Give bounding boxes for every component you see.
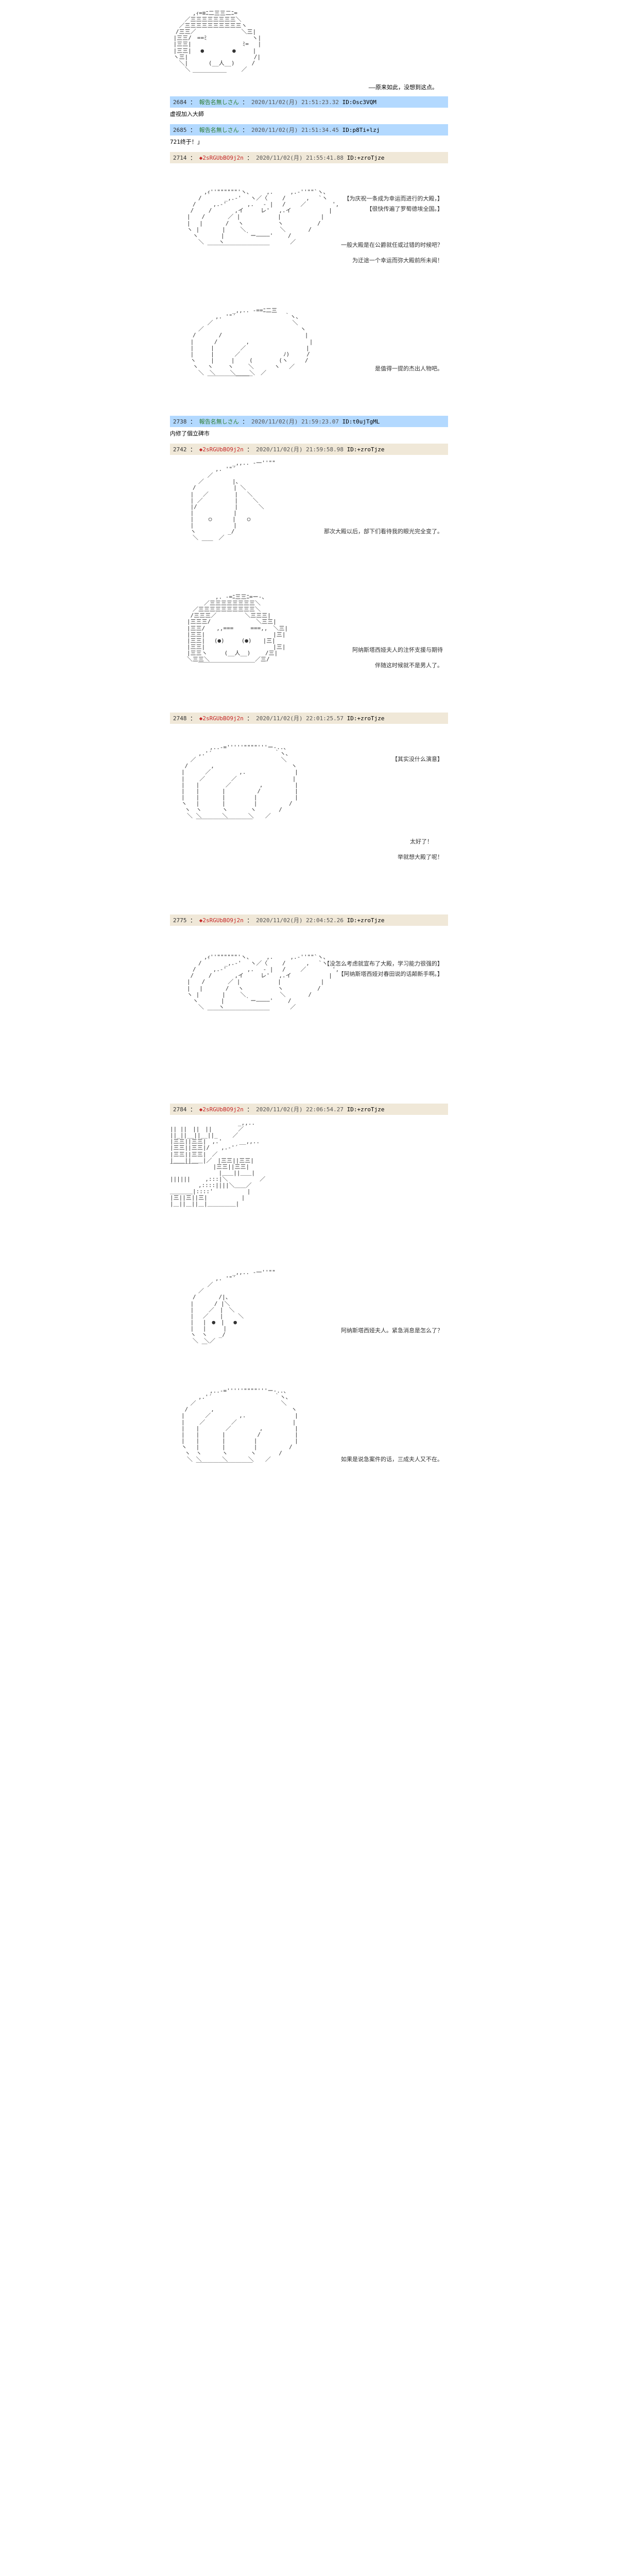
post-name: ◆2sRGUbBO9j2n <box>199 715 244 722</box>
post-body-2684: 虚视加入大師 <box>170 110 448 118</box>
post-id: +zroTjze <box>357 715 385 722</box>
post-id: +zroTjze <box>357 917 385 924</box>
ascii-art-face-1: ,ｨ=≡ﾆ二三三二ﾆ= ／三三三三三三三三＼ ／三三三三三三三三三三ヽ /三三／… <box>170 10 448 79</box>
text-t13: 【阿纳斯塔西娅对春田说的话颠新手啊。】 <box>338 970 443 978</box>
post-no: 2714 <box>173 155 187 161</box>
post-name: ◆2sRGUbBO9j2n <box>199 917 244 924</box>
section-2784-c: ,..-='''''""""'''ー-..、 ,.'´ ｀ヽ、 ／ ＼ / , … <box>170 1388 448 1501</box>
post-name: ◆2sRGUbBO9j2n <box>199 1106 244 1113</box>
post-name: ◆2sRGUbBO9j2n <box>199 446 244 453</box>
section-2742: _,,.. -一''"" ,. '"´ ／ ／ |、 / | ＼ | ／ | ＼… <box>170 460 448 589</box>
text-narration-0: ——原来如此，没想到这点。 <box>170 83 438 91</box>
text-t10: 太好了！ <box>410 837 433 845</box>
post-no: 2685 <box>173 127 187 133</box>
section-2742-b: ,. -=ﾆ三三ﾆ=ー-、 ／三三三三三三三三＼ ／三三三三三三三三三三＼ /三… <box>170 594 448 707</box>
post-id: Osc3VQM <box>352 99 376 106</box>
thread-container: ,ｨ=≡ﾆ二三三二ﾆ= ／三三三三三三三三＼ ／三三三三三三三三三三ヽ /三三／… <box>170 0 448 1512</box>
text-t8: 伴随这时候就不是男人了。 <box>375 661 443 669</box>
text-t6: 那次大殿以后，部下们看待我的眼光完全变了。 <box>324 527 443 535</box>
post-header-2775: 2775 ： ◆2sRGUbBO9j2n ： 2020/11/02(月) 22:… <box>170 914 448 926</box>
post-header-2684: 2684 ： 報告名無しさん ： 2020/11/02(月) 21:51:23.… <box>170 96 448 108</box>
section-2784-b: _,,.. -一''"" ,. '"´ ／ ／ / /|、 | / |＼ | ／… <box>170 1269 448 1383</box>
post-id: +zroTjze <box>357 155 385 161</box>
post-no: 2775 <box>173 917 187 924</box>
post-header-2714: 2714 ： ◆2sRGUbBO9j2n ： 2020/11/02(月) 21:… <box>170 152 448 163</box>
post-no: 2684 <box>173 99 187 106</box>
post-body-2738: 内修了個立碑市 <box>170 429 448 437</box>
post-date: 2020/11/02(月) 21:59:58.98 <box>256 446 344 453</box>
section-2784-building: _,,.. || || || || ／ ||_||__||__||_ ／ |三三… <box>170 1120 448 1264</box>
post-date: 2020/11/02(月) 21:55:41.88 <box>256 155 344 161</box>
post-id: t0ujTgML <box>352 418 380 425</box>
section-2748: 【其实没什么演意】 ,..-='''''""""'''ー-..、 ,.'´ ｀ヽ… <box>170 744 448 909</box>
post-id: +zroTjze <box>357 1106 385 1113</box>
post-id: p8Ti+lzj <box>352 127 380 133</box>
post-no: 2748 <box>173 715 187 722</box>
post-date: 2020/11/02(月) 21:51:23.32 <box>251 99 339 106</box>
section-opening: ,ｨ=≡ﾆ二三三二ﾆ= ／三三三三三三三三＼ ／三三三三三三三三三三ヽ /三三／… <box>170 10 448 91</box>
post-header-2784: 2784 ： ◆2sRGUbBO9j2n ： 2020/11/02(月) 22:… <box>170 1104 448 1115</box>
ascii-art-building: _,,.. || || || || ／ ||_||__||__||_ ／ |三三… <box>170 1120 448 1207</box>
text-t2: 【很快传遍了罗萄德埃全国。】 <box>367 205 443 213</box>
text-t4: 为迂途一个幸运而弥大殿前所未闻！ <box>352 256 443 264</box>
text-t1: 【为庆祝一条成为幸运而进行的大殿，】 <box>344 194 443 202</box>
post-date: 2020/11/02(月) 22:06:54.27 <box>256 1106 344 1113</box>
post-name: 報告名無しさん <box>199 99 239 106</box>
post-no: 2738 <box>173 418 187 425</box>
post-date: 2020/11/02(月) 22:01:25.57 <box>256 715 344 722</box>
post-date: 2020/11/02(月) 21:59:23.07 <box>251 418 339 425</box>
ascii-art-face-2: ,. -=ﾆ三三ﾆ=ー-、 ／三三三三三三三三＼ ／三三三三三三三三三三＼ /三… <box>170 594 448 669</box>
post-name: 報告名無しさん <box>199 127 239 133</box>
post-name: ◆2sRGUbBO9j2n <box>199 155 244 161</box>
post-header-2742: 2742 ： ◆2sRGUbBO9j2n ： 2020/11/02(月) 21:… <box>170 444 448 455</box>
post-date: 2020/11/02(月) 22:04:52.26 <box>256 917 344 924</box>
text-t15: 如果是说急案件的话，三成夫人又不在。 <box>341 1455 443 1463</box>
text-t14: 阿纳斯塔西娅夫人。紧急消息是怎么了？ <box>341 1326 443 1334</box>
text-t3: 一般大殿是在公爵就任或过错的时候吧？ <box>341 241 443 249</box>
section-2714-a: 【为庆祝一条成为幸运而进行的大殿，】 【很快传遍了罗萄德埃全国。】 ,ｨ''""… <box>170 189 448 302</box>
text-t7: 阿纳斯塔西娅夫人的注怀支援与期待 <box>352 646 443 654</box>
post-header-2738: 2738 ： 報告名無しさん ： 2020/11/02(月) 21:59:23.… <box>170 416 448 427</box>
text-t12: 【没怎么考虑就宣布了大殿，学习能力很强的】 <box>324 959 443 968</box>
post-body-2685: 721终于！」 <box>170 138 448 146</box>
post-header-2748: 2748 ： ◆2sRGUbBO9j2n ： 2020/11/02(月) 22:… <box>170 713 448 724</box>
text-t11: 举就想大殿了呢！ <box>398 853 443 861</box>
section-2714-b: _,,.. -==ﾆ二三 ,. '"´ ｀ヽ、 ／ ＼ ／ ヽ / / | | … <box>170 308 448 411</box>
ascii-art-hooded-2: _,,.. -一''"" ,. '"´ ／ ／ / /|、 | / |＼ | ／… <box>170 1269 448 1350</box>
text-t9: 【其实没什么演意】 <box>392 755 443 763</box>
post-name: 報告名無しさん <box>199 418 239 425</box>
post-id: +zroTjze <box>357 446 385 453</box>
post-no: 2742 <box>173 446 187 453</box>
post-header-2685: 2685 ： 報告名無しさん ： 2020/11/02(月) 21:51:34.… <box>170 124 448 135</box>
post-no: 2784 <box>173 1106 187 1113</box>
text-t5: 是值得一提的杰出人物吧。 <box>375 364 443 372</box>
post-date: 2020/11/02(月) 21:51:34.45 <box>251 127 339 133</box>
section-2775: 【没怎么考虑就宣布了大殿，学习能力很强的】 【阿纳斯塔西娅对春田说的话颠新手啊。… <box>170 954 448 1098</box>
